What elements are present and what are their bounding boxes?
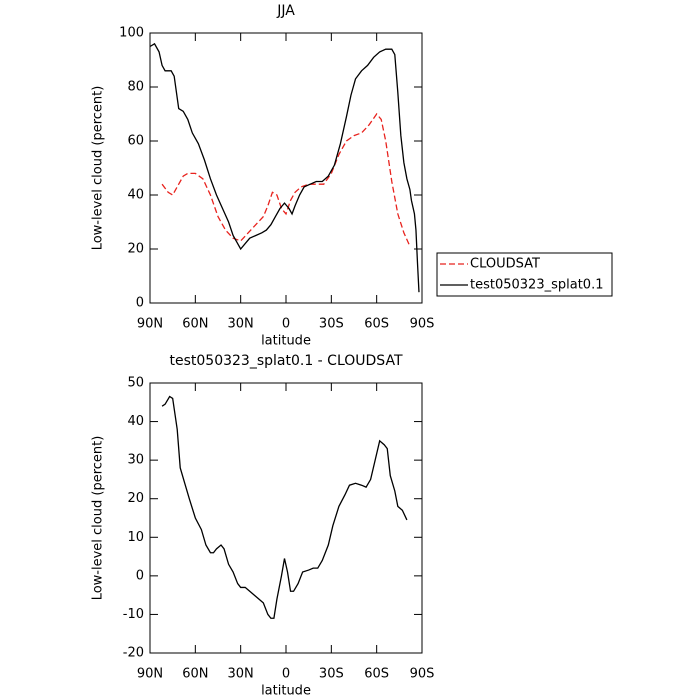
legend-label: CLOUDSAT xyxy=(470,257,540,272)
x-tick-label: 60N xyxy=(182,667,208,682)
y-tick-label: 40 xyxy=(127,414,144,429)
x-tick-label: 60N xyxy=(182,317,208,332)
y-tick-label: -10 xyxy=(123,607,144,622)
y-tick-label: 50 xyxy=(127,376,144,391)
chart-title: JJA xyxy=(276,3,295,19)
data-line xyxy=(161,395,408,619)
chart-title: test050323_splat0.1 - CLOUDSAT xyxy=(170,353,403,369)
x-tick-label: 90N xyxy=(137,317,163,332)
x-tick-label: 30S xyxy=(319,317,344,332)
x-tick-label: 0 xyxy=(282,667,290,682)
y-tick-label: 40 xyxy=(127,188,144,203)
plot-frame xyxy=(149,382,423,654)
x-tick-label: 60S xyxy=(364,317,389,332)
x-tick-label: 90N xyxy=(137,667,163,682)
y-tick-label: 10 xyxy=(127,530,144,545)
x-tick-label: 60S xyxy=(364,667,389,682)
legend-box xyxy=(436,252,613,297)
y-tick-label: -20 xyxy=(123,646,144,661)
x-axis-label: latitude xyxy=(261,334,311,349)
x-tick-label: 30S xyxy=(319,667,344,682)
x-tick-label: 90S xyxy=(410,317,435,332)
y-tick-label: 80 xyxy=(127,80,144,95)
data-line xyxy=(149,42,420,293)
plot-frame xyxy=(149,32,423,304)
x-tick-label: 90S xyxy=(410,667,435,682)
y-axis-label: Low-level cloud (percent) xyxy=(91,86,106,251)
x-tick-label: 30N xyxy=(228,667,254,682)
x-tick-label: 0 xyxy=(282,317,290,332)
y-tick-label: 0 xyxy=(136,296,144,311)
y-tick-label: 20 xyxy=(127,491,144,506)
x-tick-label: 30N xyxy=(228,317,254,332)
y-tick-label: 60 xyxy=(127,134,144,149)
legend-label: test050323_splat0.1 xyxy=(470,278,603,293)
y-tick-label: 100 xyxy=(119,26,144,41)
y-axis-label: Low-level cloud (percent) xyxy=(91,436,106,601)
data-line xyxy=(161,112,411,247)
x-axis-label: latitude xyxy=(261,684,311,699)
y-tick-label: 30 xyxy=(127,453,144,468)
y-tick-label: 20 xyxy=(127,242,144,257)
y-tick-label: 0 xyxy=(136,568,144,583)
